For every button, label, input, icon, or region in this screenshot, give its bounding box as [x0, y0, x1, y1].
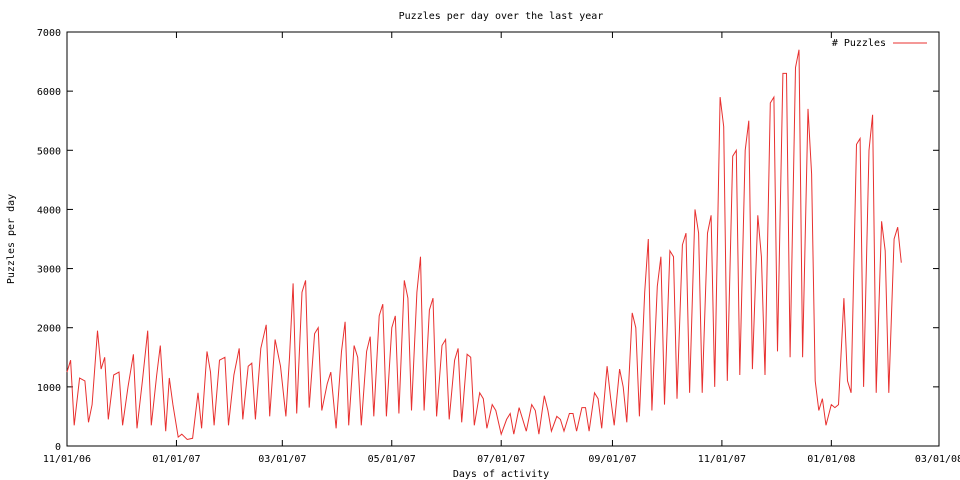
- y-tick-label: 3000: [37, 265, 61, 276]
- y-axis-ticks: 0 1000 2000 3000 4000 5000 6000 7000: [37, 28, 939, 453]
- series-line-0: [66, 49, 902, 441]
- y-tick-label: 4000: [37, 205, 61, 216]
- x-tick-label: 01/01/07: [152, 454, 200, 465]
- y-tick-label: 5000: [37, 146, 61, 157]
- x-tick-label: 03/01/07: [258, 454, 306, 465]
- y-tick-label: 1000: [37, 383, 61, 394]
- x-tick-label: 05/01/07: [368, 454, 416, 465]
- y-tick-label: 6000: [37, 87, 61, 98]
- x-tick-label: 11/01/07: [698, 454, 746, 465]
- chart-title: Puzzles per day over the last year: [399, 11, 604, 22]
- series-group: [66, 49, 902, 441]
- x-axis-ticks: 11/01/06 01/01/07 03/01/07 05/01/07 07/01/07…: [43, 32, 960, 465]
- y-tick-label: 2000: [37, 324, 61, 335]
- legend: # Puzzles: [832, 38, 927, 49]
- y-tick-label: 0: [55, 442, 61, 453]
- x-axis-label: Days of activity: [453, 469, 549, 480]
- plot-frame: [66, 31, 940, 447]
- x-tick-label: 07/01/07: [477, 454, 525, 465]
- y-axis-label: Puzzles per day: [6, 194, 17, 284]
- legend-label: # Puzzles: [832, 38, 886, 49]
- x-tick-label: 01/01/08: [807, 454, 855, 465]
- y-tick-label: 7000: [37, 28, 61, 39]
- x-tick-label: 11/01/06: [43, 454, 91, 465]
- x-tick-label: 03/01/08: [915, 454, 960, 465]
- plot-border: [66, 31, 940, 447]
- x-tick-label: 09/01/07: [588, 454, 636, 465]
